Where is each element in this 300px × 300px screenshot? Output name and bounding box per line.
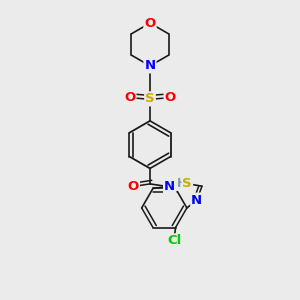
Text: N: N	[144, 59, 156, 72]
Text: S: S	[182, 177, 192, 190]
Text: O: O	[144, 16, 156, 30]
Text: O: O	[128, 180, 139, 193]
Text: N: N	[164, 180, 175, 193]
Text: S: S	[145, 92, 155, 105]
Text: O: O	[124, 91, 135, 104]
Text: N: N	[191, 194, 202, 207]
Text: Cl: Cl	[167, 234, 182, 248]
Text: O: O	[165, 91, 176, 104]
Text: H: H	[177, 177, 186, 190]
